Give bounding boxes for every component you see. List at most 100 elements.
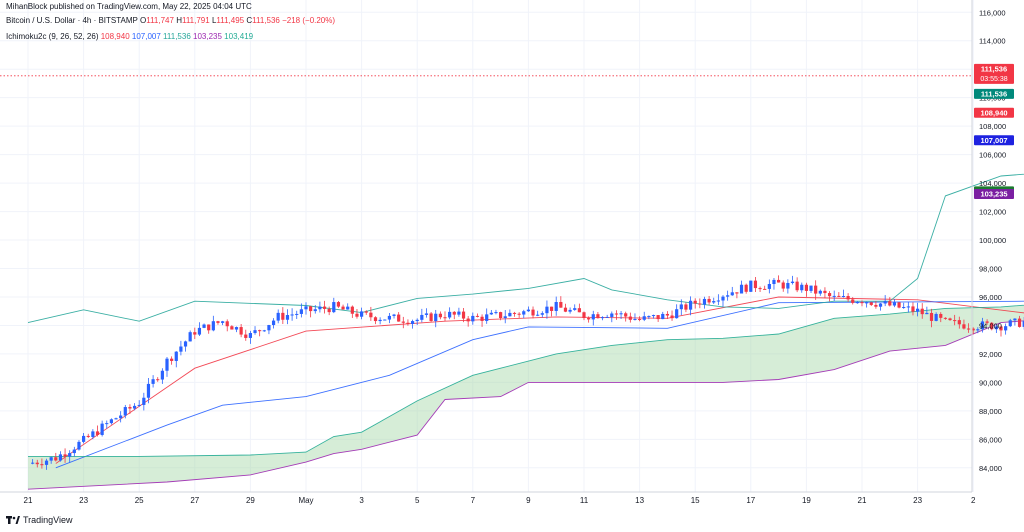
price-axis[interactable]: 84,000 86,000 88,000 90,000 92,000 94,000 96,0… (971, 0, 1014, 492)
candle-down (364, 311, 368, 313)
candle-up (410, 321, 415, 324)
indicator-legend[interactable]: Ichimoku2c (9, 26, 52, 26) 108,940 107,0… (6, 32, 253, 41)
candle-up (841, 296, 846, 298)
candle-down (461, 311, 466, 319)
candle-down (549, 306, 554, 311)
low-value: 111,495 (216, 16, 245, 25)
tradingview-logo-icon (6, 516, 20, 524)
price-badge: 103,235 (974, 188, 1014, 199)
candle-up (271, 320, 276, 326)
candle-down (475, 315, 480, 317)
candle-up (865, 302, 869, 304)
candle-down (40, 464, 44, 466)
candle-down (54, 457, 58, 461)
candle-down (763, 288, 767, 290)
candle-down (258, 330, 262, 332)
candle-down (438, 313, 442, 318)
candle-up (855, 302, 859, 304)
x-tick-label: 17 (746, 496, 755, 505)
candle-down (244, 334, 248, 338)
x-tick-label: 11 (580, 496, 589, 505)
candle-up (526, 309, 530, 312)
candle-up (378, 319, 382, 322)
candle-down (35, 462, 39, 465)
candle-down (1017, 318, 1022, 327)
open-value: 111,747 (146, 16, 174, 25)
candle-up (202, 324, 206, 328)
candle-down (943, 317, 947, 319)
candle-up (651, 315, 656, 317)
candle-up (160, 370, 164, 380)
y-tick-label: 92,000 (979, 350, 1002, 359)
candle-up (457, 311, 461, 315)
indicator-conversion-value: 108,940 (100, 32, 130, 41)
y-tick-label: 94,000 (979, 321, 1002, 330)
candle-down (693, 300, 697, 304)
candle-down (869, 302, 873, 305)
candle-up (536, 314, 540, 316)
candle-down (369, 312, 373, 318)
y-tick-label: 116,000 (979, 8, 1006, 17)
x-tick-label: 19 (802, 496, 811, 505)
candle-up (726, 295, 730, 297)
candle-up (360, 311, 364, 317)
candle-down (888, 301, 892, 306)
candle-up (58, 454, 63, 461)
candle-down (239, 327, 243, 335)
candle-up (934, 313, 938, 321)
candle-up (679, 304, 683, 310)
candle-up (234, 327, 239, 330)
symbol-legend[interactable]: Bitcoin / U.S. Dollar · 4h · BITSTAMP O1… (6, 16, 335, 25)
candle-down (587, 318, 591, 320)
x-tick-label: May (298, 496, 313, 505)
candle-up (647, 316, 651, 318)
candle-up (77, 441, 81, 450)
candle-up (809, 285, 813, 291)
candle-up (675, 309, 679, 319)
high-label: H (176, 16, 182, 25)
y-tick-label: 86,000 (979, 435, 1002, 444)
candle-down (63, 454, 67, 457)
candle-up (772, 279, 776, 285)
ichimoku-cloud (28, 305, 1024, 490)
y-tick-label: 102,000 (979, 208, 1006, 217)
candle-up (68, 453, 72, 457)
candle-up (415, 319, 419, 322)
x-tick-label: 21 (24, 496, 33, 505)
candle-up (600, 317, 605, 319)
y-tick-label: 88,000 (979, 407, 1002, 416)
x-tick-label: 29 (246, 496, 255, 505)
candle-down (874, 304, 878, 307)
time-axis[interactable]: 21 23 25 27 29 May 3 5 7 9 11 13 15 17 19 21 23 2 (0, 491, 976, 505)
candle-up (749, 280, 753, 292)
candle-down (656, 315, 660, 320)
candle-up (290, 314, 294, 316)
candle-up (522, 311, 526, 315)
candle-down (753, 280, 758, 289)
candle-down (582, 312, 586, 319)
candle-down (966, 328, 971, 330)
candle-up (151, 379, 155, 384)
candle-down (480, 316, 484, 321)
candle-up (716, 300, 720, 302)
candle-up (49, 457, 53, 461)
candle-up (832, 295, 836, 297)
candle-up (994, 326, 998, 330)
candle-down (563, 307, 568, 312)
candle-down (373, 317, 378, 322)
candle-up (1004, 326, 1008, 331)
candle-down (225, 321, 229, 327)
tradingview-brand: TradingView (23, 515, 73, 525)
candle-up (489, 312, 493, 315)
indicator-span-b-value: 103,235 (193, 32, 222, 41)
candle-up (295, 313, 299, 315)
tradingview-footer[interactable]: TradingView (6, 515, 73, 525)
candle-up (642, 316, 646, 320)
indicator-lines (27, 173, 1024, 490)
price-badge-label: 111,536 (981, 89, 1007, 98)
candle-up (211, 321, 215, 331)
candle-up (420, 314, 424, 320)
price-badge: 111,536 03:55:38 (974, 63, 1014, 84)
open-label: O (139, 16, 147, 25)
